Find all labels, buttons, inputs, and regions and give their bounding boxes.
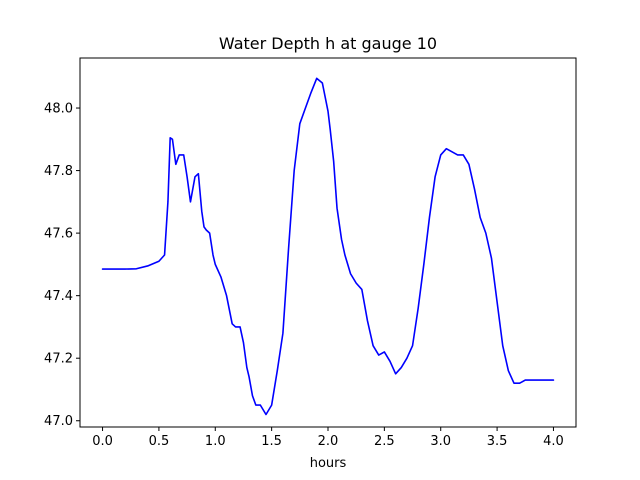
- x-tick-label: 1.0: [205, 434, 226, 449]
- y-tick-label: 47.2: [44, 352, 73, 367]
- plot-area: [101, 77, 555, 416]
- x-tick-label: 0.0: [92, 434, 113, 449]
- axis-ticks: 0.0 0.5 1.0 1.5 2.0 2.5 3.0 3.5 4.0 47.0 47.2 47.4 4…: [44, 102, 564, 449]
- x-tick-label: 2.0: [318, 434, 339, 449]
- chart-title: Water Depth h at gauge 10: [219, 34, 437, 53]
- x-tick-label: 2.5: [374, 434, 395, 449]
- y-tick-label: 47.0: [44, 414, 73, 429]
- x-tick-label: 0.5: [149, 434, 170, 449]
- y-tick-label: 47.4: [44, 289, 73, 304]
- plot-frame: [79, 57, 577, 428]
- y-tick-label: 47.6: [44, 227, 73, 242]
- y-tick-label: 47.8: [44, 164, 73, 179]
- x-tick-label: 4.0: [543, 434, 564, 449]
- x-tick-label: 3.0: [430, 434, 451, 449]
- y-tick-label: 48.0: [44, 102, 73, 117]
- x-tick-label: 3.5: [487, 434, 508, 449]
- series-line-1: [101, 77, 555, 416]
- x-axis-label: hours: [310, 456, 347, 471]
- x-tick-label: 1.5: [261, 434, 282, 449]
